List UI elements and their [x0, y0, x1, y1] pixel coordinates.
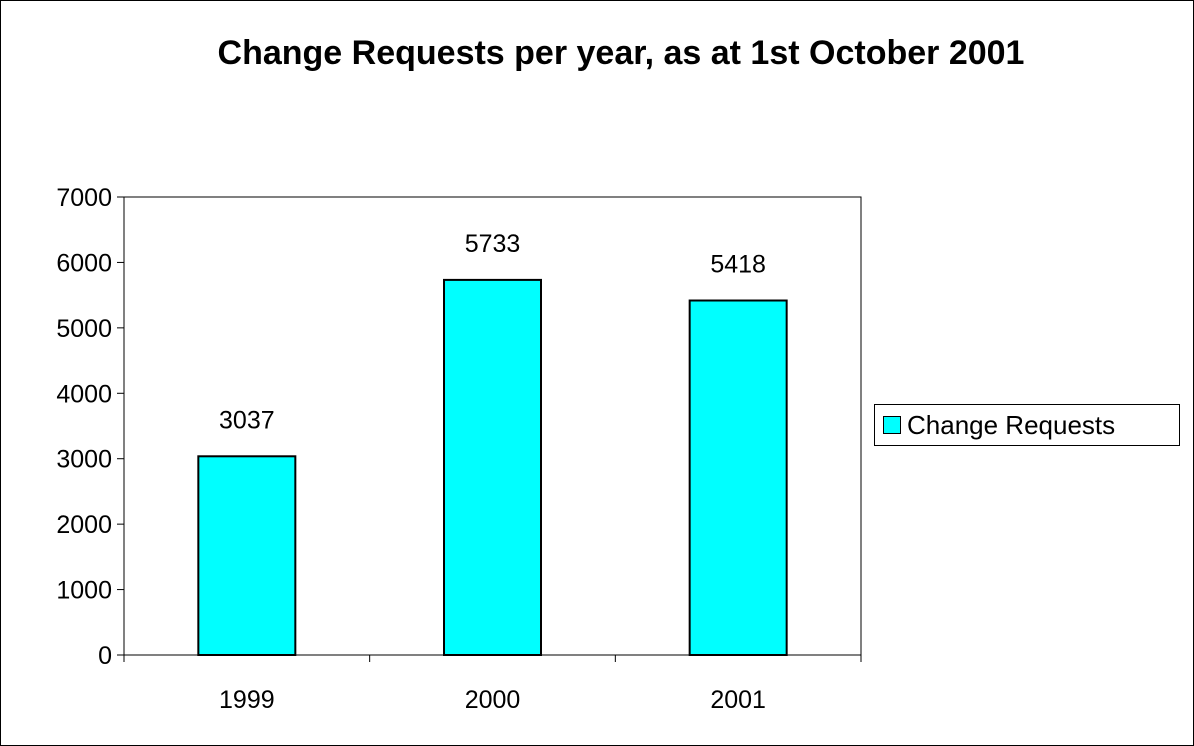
bar-2001 [688, 299, 788, 656]
data-label: 5733 [465, 230, 521, 258]
x-tick-label: 2001 [710, 686, 766, 714]
y-tick-label: 7000 [56, 184, 112, 212]
x-tick-label: 1999 [219, 686, 275, 714]
y-tick-label: 4000 [56, 380, 112, 408]
y-tick-label: 1000 [56, 577, 112, 605]
data-label: 3037 [219, 406, 275, 434]
bar-series: 3037 5733 5418 [197, 230, 788, 656]
y-tick-label: 6000 [56, 249, 112, 277]
data-label: 5418 [710, 251, 766, 279]
bar-1999 [197, 455, 297, 656]
legend-swatch [883, 416, 901, 434]
y-tick-label: 5000 [56, 315, 112, 343]
bar-2000 [443, 278, 542, 656]
legend-label: Change Requests [907, 409, 1116, 440]
x-tick-label: 2000 [465, 686, 521, 714]
y-axis: 0 1000 2000 3000 4000 5000 6000 7000 [56, 184, 124, 670]
y-tick-label: 2000 [56, 511, 112, 539]
y-tick-label: 0 [98, 642, 112, 670]
x-axis: 1999 2000 2001 [123, 655, 862, 714]
y-tick-label: 3000 [56, 446, 112, 474]
chart-title: Change Requests per year, as at 1st Octo… [217, 34, 1025, 72]
legend: Change Requests [874, 404, 1180, 446]
